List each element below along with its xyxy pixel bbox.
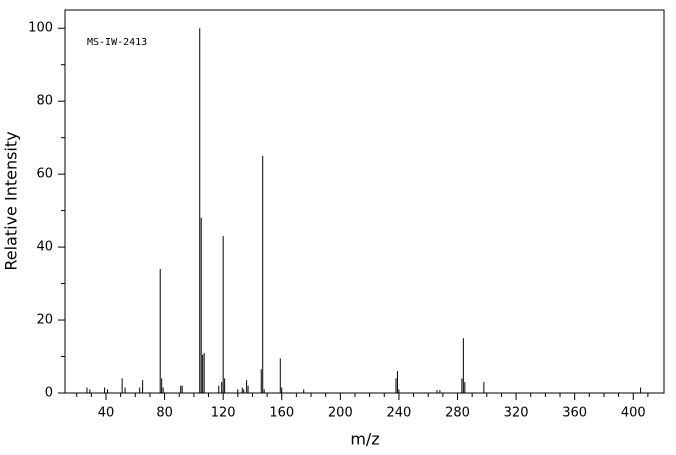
x-tick-label: 240 bbox=[387, 406, 412, 421]
x-tick-label: 80 bbox=[156, 406, 173, 421]
x-tick-label: 280 bbox=[445, 406, 470, 421]
x-tick-label: 120 bbox=[211, 406, 236, 421]
annotation: MS-IW-2413 bbox=[87, 37, 147, 48]
y-tick-label: 100 bbox=[28, 21, 53, 36]
y-axis-label: Relative Intensity bbox=[2, 131, 21, 270]
x-tick-label: 360 bbox=[562, 406, 587, 421]
x-tick-label: 40 bbox=[98, 406, 115, 421]
x-tick-label: 160 bbox=[269, 406, 294, 421]
y-tick-label: 80 bbox=[36, 94, 53, 109]
y-tick-label: 20 bbox=[36, 313, 53, 328]
x-axis-label: m/z bbox=[350, 430, 379, 449]
y-tick-label: 40 bbox=[36, 240, 53, 255]
y-tick-label: 0 bbox=[45, 386, 53, 401]
x-tick-label: 400 bbox=[621, 406, 646, 421]
x-tick-label: 200 bbox=[328, 406, 353, 421]
plot-frame bbox=[64, 9, 665, 394]
x-tick-label: 320 bbox=[504, 406, 529, 421]
y-tick-label: 60 bbox=[36, 167, 53, 182]
